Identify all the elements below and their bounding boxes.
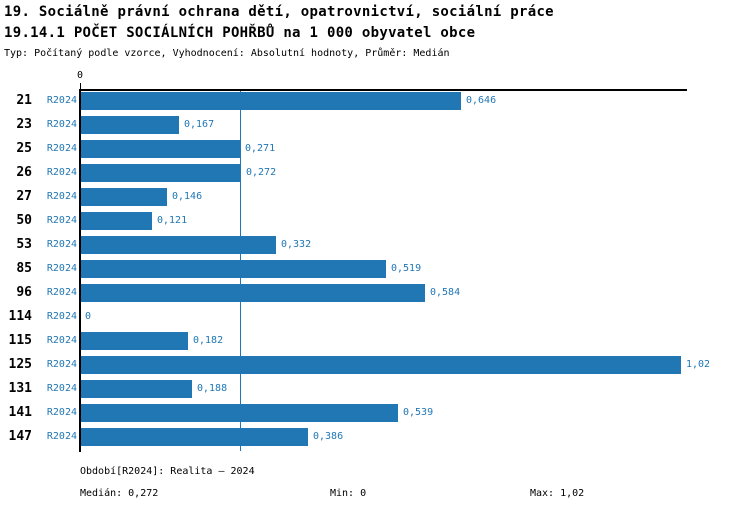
bar	[81, 380, 192, 398]
row-category-label: 25	[16, 141, 32, 156]
row-category-label: 125	[8, 357, 32, 372]
row-category-label: 96	[16, 285, 32, 300]
row-series-label: R2024	[46, 407, 77, 418]
bar	[81, 332, 188, 350]
bar	[81, 188, 167, 206]
row-series-label: R2024	[46, 95, 77, 106]
bar-value-label: 0	[85, 311, 92, 322]
row-series-label: R2024	[46, 239, 77, 250]
bar	[81, 284, 425, 302]
bar-value-label: 0,121	[157, 215, 188, 226]
bar	[81, 260, 386, 278]
row-category-label: 141	[8, 405, 32, 420]
bar-value-label: 0,386	[313, 431, 344, 442]
bar-value-label: 0,646	[466, 95, 497, 106]
row-series-label: R2024	[46, 215, 77, 226]
bar	[81, 92, 461, 110]
row-category-label: 26	[16, 165, 32, 180]
bar-value-label: 0,584	[430, 287, 461, 298]
row-series-label: R2024	[46, 119, 77, 130]
row-series-label: R2024	[46, 287, 77, 298]
bar-value-label: 0,271	[245, 143, 276, 154]
bar-value-label: 0,146	[172, 191, 203, 202]
bar	[81, 212, 152, 230]
median-stat: Medián: 0,272	[80, 488, 159, 499]
min-stat: Min: 0	[330, 488, 367, 499]
bar-value-label: 0,272	[246, 167, 277, 178]
bar	[81, 428, 308, 446]
row-category-label: 53	[16, 237, 32, 252]
row-category-label: 23	[16, 117, 32, 132]
row-series-label: R2024	[46, 167, 77, 178]
row-category-label: 131	[8, 381, 32, 396]
row-category-label: 147	[8, 429, 32, 444]
bar	[81, 356, 681, 374]
row-series-label: R2024	[46, 431, 77, 442]
max-stat: Max: 1,02	[530, 488, 585, 499]
bar	[81, 140, 240, 158]
row-category-label: 114	[8, 309, 32, 324]
bar	[81, 236, 276, 254]
y-axis-line	[79, 89, 81, 452]
row-series-label: R2024	[46, 191, 77, 202]
bar-value-label: 0,519	[391, 263, 422, 274]
row-category-label: 27	[16, 189, 32, 204]
bar	[81, 116, 179, 134]
period-label: Období[R2024]: Realita – 2024	[80, 466, 255, 477]
bar-value-label: 0,182	[193, 335, 224, 346]
row-category-label: 50	[16, 213, 32, 228]
row-series-label: R2024	[46, 263, 77, 274]
bar-value-label: 0,332	[281, 239, 312, 250]
bar-value-label: 1,02	[686, 359, 711, 370]
indicator-title: 19.14.1 POČET SOCIÁLNÍCH POHŘBŮ na 1 000…	[4, 25, 476, 41]
bar	[81, 164, 241, 182]
x-axis-tick-mark	[80, 83, 81, 90]
row-category-label: 85	[16, 261, 32, 276]
x-axis-tick-label: 0	[76, 70, 84, 81]
row-series-label: R2024	[46, 383, 77, 394]
row-series-label: R2024	[46, 359, 77, 370]
row-series-label: R2024	[46, 311, 77, 322]
row-series-label: R2024	[46, 143, 77, 154]
bar-value-label: 0,167	[184, 119, 215, 130]
bar-value-label: 0,188	[197, 383, 228, 394]
row-category-label: 21	[16, 93, 32, 108]
row-category-label: 115	[8, 333, 32, 348]
row-series-label: R2024	[46, 335, 77, 346]
bar-value-label: 0,539	[403, 407, 434, 418]
report-chapter-title: 19. Sociálně právní ochrana dětí, opatro…	[4, 4, 554, 20]
bar	[81, 404, 398, 422]
x-axis-line	[79, 89, 687, 91]
indicator-meta: Typ: Počítaný podle vzorce, Vyhodnocení:…	[4, 48, 450, 59]
